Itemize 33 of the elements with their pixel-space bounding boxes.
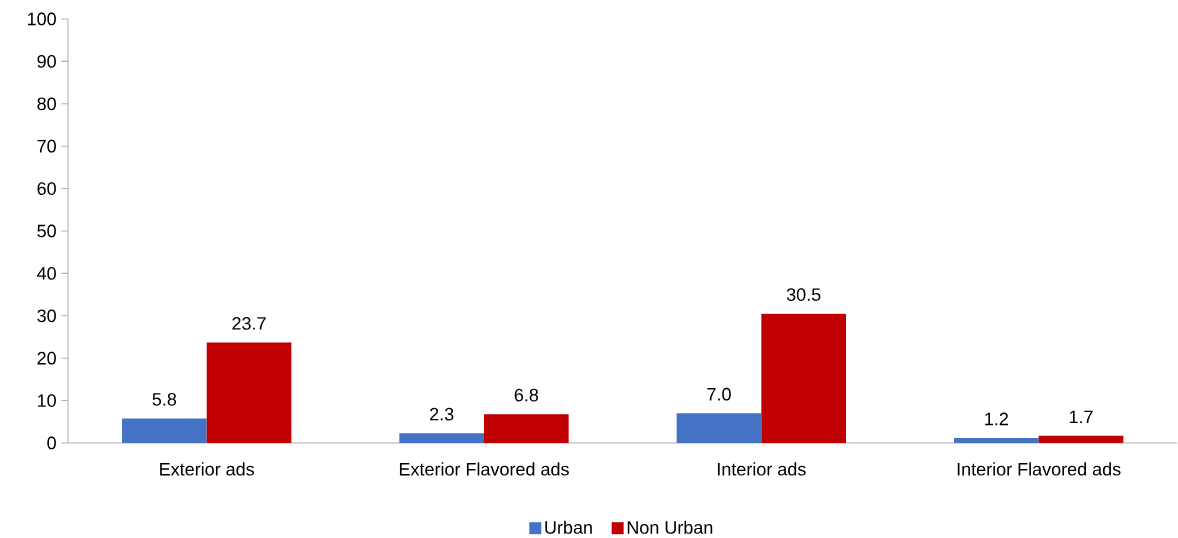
x-tick-label: Exterior Flavored ads <box>399 462 569 476</box>
bar <box>399 433 484 443</box>
bar <box>122 418 207 443</box>
y-tick-label: 70 <box>37 139 56 153</box>
y-tick-label: 60 <box>37 182 56 195</box>
data-label: 1.2 <box>985 412 1008 426</box>
data-label: 6.8 <box>514 388 539 402</box>
x-tick-label: Exterior ads <box>160 462 255 476</box>
legend-label: Urban <box>545 520 592 534</box>
y-tick-label: 30 <box>37 309 56 323</box>
data-label: 23.7 <box>232 317 266 330</box>
y-tick-label: 100 <box>27 12 56 26</box>
x-tick-label: Interior ads <box>717 462 806 476</box>
data-label: 7.0 <box>707 387 731 401</box>
y-tick-label: 10 <box>37 394 56 407</box>
bar <box>761 313 846 443</box>
y-tick-label: 50 <box>37 224 56 238</box>
legend-label: Non Urban <box>627 520 713 534</box>
data-label: 2.3 <box>430 407 454 421</box>
y-tick-label: 80 <box>37 97 56 111</box>
bar <box>1038 435 1124 443</box>
x-tick-label: Interior Flavored ads <box>957 462 1121 476</box>
y-tick-label: 20 <box>37 351 56 365</box>
bar <box>954 437 1039 443</box>
data-label: 5.8 <box>152 392 177 406</box>
y-tick-label: 0 <box>47 436 56 450</box>
data-label: 1.7 <box>1069 410 1093 424</box>
y-tick-label: 40 <box>37 267 56 280</box>
y-tick-label: 90 <box>37 55 56 68</box>
data-label: 30.5 <box>786 288 821 301</box>
bar <box>206 342 292 443</box>
bar <box>484 414 569 443</box>
bar <box>676 413 762 443</box>
